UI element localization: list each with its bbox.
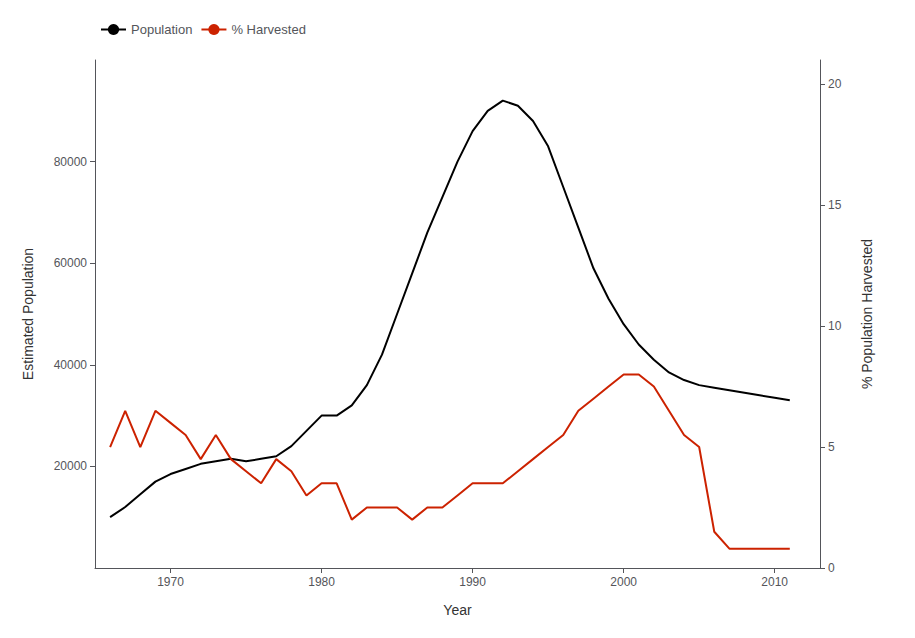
svg-text:% Harvested: % Harvested: [231, 22, 305, 37]
svg-text:1980: 1980: [308, 575, 335, 589]
svg-text:0: 0: [828, 561, 835, 575]
svg-text:20000: 20000: [54, 459, 88, 473]
svg-text:80000: 80000: [54, 155, 88, 169]
svg-text:2000: 2000: [610, 575, 637, 589]
svg-text:Estimated Population: Estimated Population: [20, 248, 36, 380]
svg-text:15: 15: [828, 198, 842, 212]
svg-text:1990: 1990: [459, 575, 486, 589]
svg-text:Year: Year: [443, 602, 472, 618]
svg-text:2010: 2010: [761, 575, 788, 589]
svg-text:5: 5: [828, 440, 835, 454]
svg-text:40000: 40000: [54, 358, 88, 372]
svg-text:Population: Population: [131, 22, 192, 37]
svg-text:1970: 1970: [157, 575, 184, 589]
svg-text:10: 10: [828, 319, 842, 333]
svg-text:% Population Harvested: % Population Harvested: [859, 239, 875, 389]
svg-text:60000: 60000: [54, 256, 88, 270]
svg-text:20: 20: [828, 77, 842, 91]
